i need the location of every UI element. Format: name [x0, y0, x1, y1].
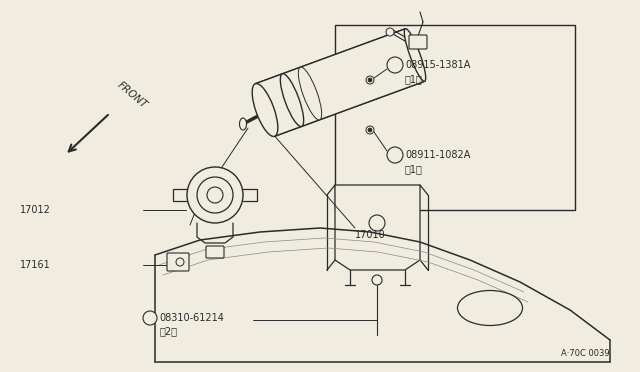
Circle shape — [386, 28, 394, 36]
Text: （1）: （1） — [405, 164, 423, 174]
Text: 08915-1381A: 08915-1381A — [405, 60, 470, 70]
Circle shape — [197, 177, 233, 213]
Text: S: S — [147, 315, 152, 321]
Text: 08310-61214: 08310-61214 — [159, 313, 224, 323]
Ellipse shape — [298, 67, 322, 120]
Text: 08911-1082A: 08911-1082A — [405, 150, 470, 160]
Circle shape — [372, 275, 382, 285]
Text: W: W — [391, 61, 399, 70]
Circle shape — [368, 78, 372, 82]
Circle shape — [176, 258, 184, 266]
FancyBboxPatch shape — [409, 35, 427, 49]
Text: A·70C 0039: A·70C 0039 — [561, 349, 610, 358]
Circle shape — [369, 215, 385, 231]
Polygon shape — [335, 185, 420, 270]
Circle shape — [387, 147, 403, 163]
Polygon shape — [255, 29, 424, 136]
Ellipse shape — [252, 84, 278, 137]
Circle shape — [143, 311, 157, 325]
Text: 17010: 17010 — [355, 230, 386, 240]
Circle shape — [387, 57, 403, 73]
FancyBboxPatch shape — [167, 253, 189, 271]
Ellipse shape — [280, 74, 303, 126]
Text: （1）: （1） — [405, 74, 423, 84]
Text: 17012: 17012 — [20, 205, 51, 215]
Circle shape — [207, 187, 223, 203]
Text: ＜2＞: ＜2＞ — [160, 326, 178, 336]
Circle shape — [366, 126, 374, 134]
Ellipse shape — [404, 29, 426, 81]
Bar — [335, 25, 575, 210]
Text: 17161: 17161 — [20, 260, 51, 270]
Circle shape — [187, 167, 243, 223]
Text: FRONT: FRONT — [115, 80, 148, 110]
Ellipse shape — [458, 291, 522, 326]
Circle shape — [368, 128, 372, 132]
Text: N: N — [392, 151, 398, 160]
Circle shape — [366, 76, 374, 84]
Ellipse shape — [239, 118, 246, 130]
FancyBboxPatch shape — [206, 246, 224, 258]
